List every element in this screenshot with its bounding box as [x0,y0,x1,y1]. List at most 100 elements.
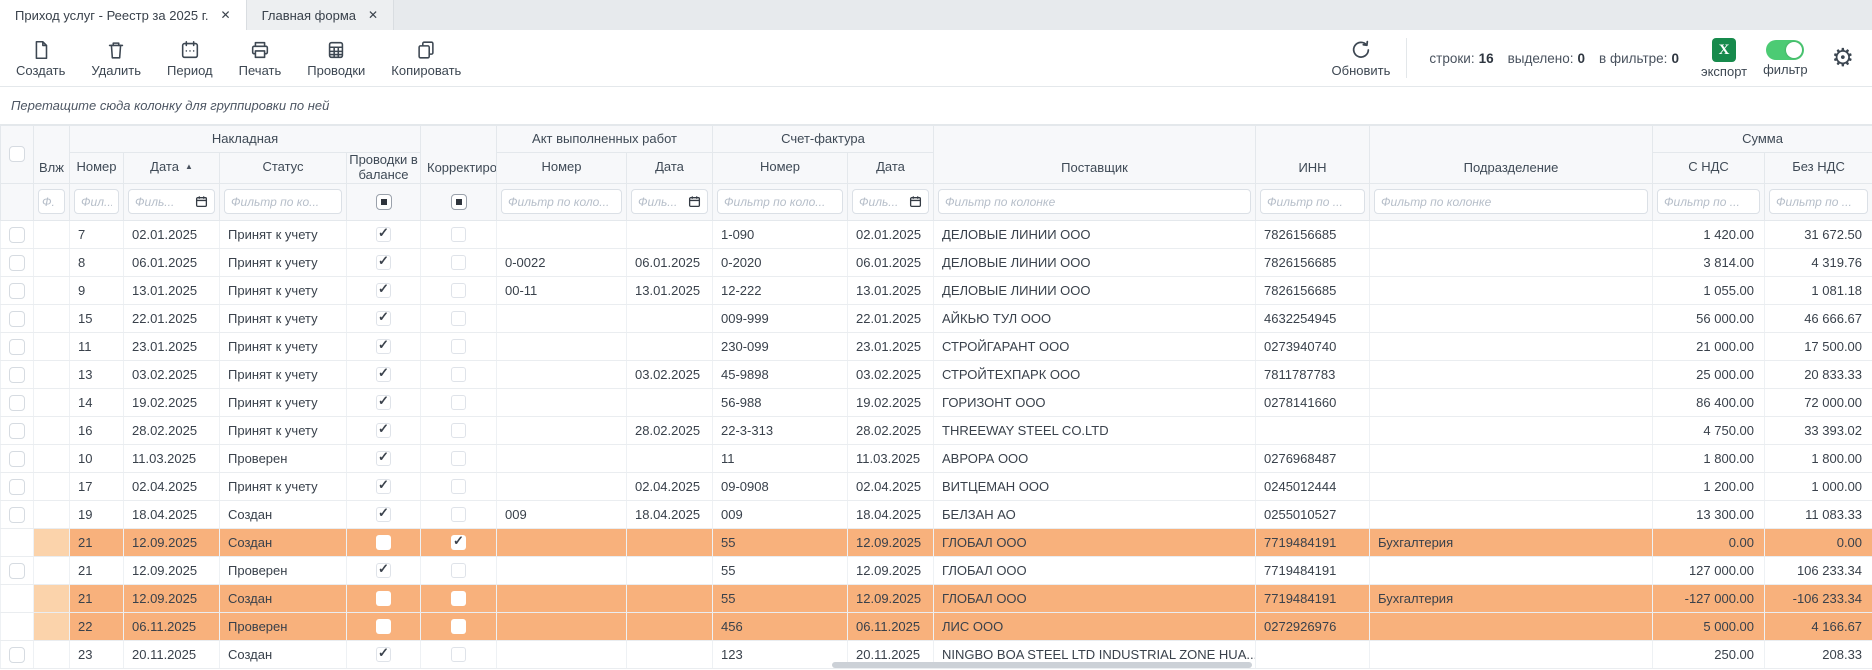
korrektirovka-checkbox[interactable] [451,423,466,439]
cell-korrektirovka[interactable] [420,388,497,417]
korrektirovka-checkbox[interactable] [451,227,466,243]
cell-provodki[interactable] [346,388,421,417]
cell-select[interactable] [0,360,34,389]
column-header-inn[interactable]: ИНН [1255,125,1371,184]
filter-korrektirovka-checkbox[interactable] [450,193,467,210]
table-row[interactable]: 22 06.11.2025 Проверен 456 06.11.2025 ЛИС ООО… [0,612,1872,641]
cell-provodki[interactable] [346,304,421,333]
provodki-checkbox[interactable] [376,477,391,495]
filter-vlozh[interactable] [38,189,65,215]
cell-korrektirovka[interactable] [420,472,497,501]
row-select-checkbox[interactable] [9,226,25,243]
korrektirovka-checkbox[interactable] [451,647,466,663]
filter-akt-nomer-input[interactable] [508,194,615,209]
cell-provodki[interactable] [346,556,421,585]
row-select-checkbox[interactable] [9,590,25,607]
cell-korrektirovka[interactable] [420,276,497,305]
provodki-checkbox[interactable] [376,449,391,467]
korrektirovka-checkbox[interactable] [451,507,466,523]
cell-korrektirovka[interactable] [420,444,497,473]
cell-korrektirovka[interactable] [420,640,497,669]
cell-provodki[interactable] [346,500,421,529]
korrektirovka-checkbox[interactable] [451,283,466,299]
cell-provodki[interactable] [346,416,421,445]
cell-korrektirovka[interactable] [420,528,497,557]
delete-button[interactable]: Удалить [91,39,141,77]
provodki-checkbox[interactable] [376,309,391,327]
provodki-checkbox[interactable] [376,505,391,523]
cell-select[interactable] [0,640,34,669]
filter-akt-nomer[interactable] [501,189,622,215]
korrektirovka-checkbox[interactable] [451,451,466,467]
filter-akt-data[interactable] [631,189,709,215]
close-icon[interactable]: ✕ [220,8,231,22]
cell-korrektirovka[interactable] [420,220,497,249]
create-button[interactable]: Создать [16,39,65,77]
filter-s-nds-input[interactable] [1664,194,1754,209]
column-header-akt-nomer[interactable]: Номер [496,152,627,184]
print-button[interactable]: Печать [239,39,281,77]
cell-provodki[interactable] [346,472,421,501]
provodki-checkbox[interactable] [376,393,391,411]
column-header-korrektirovka[interactable]: Корректировка [420,125,497,184]
cell-provodki[interactable] [346,248,421,277]
cell-korrektirovka[interactable] [420,584,497,613]
column-header-provodki[interactable]: Проводки в балансе [346,152,421,184]
filter-s-nds[interactable] [1657,189,1761,215]
korrektirovka-checkbox[interactable] [451,311,466,327]
column-header-sf-nomer[interactable]: Номер [712,152,849,184]
cell-provodki[interactable] [346,612,421,641]
period-button[interactable]: Период [167,39,213,77]
select-all-checkbox[interactable] [9,146,25,163]
cell-select[interactable] [0,584,34,613]
filter-postavshchik-input[interactable] [945,194,1245,209]
row-select-checkbox[interactable] [9,506,25,523]
provodki-checkbox[interactable] [376,561,391,579]
filter-podrazdelenie[interactable] [1374,189,1649,215]
cell-select[interactable] [0,304,34,333]
row-select-checkbox[interactable] [9,422,25,439]
korrektirovka-checkbox[interactable] [451,255,466,271]
column-header-akt-data[interactable]: Дата [625,152,714,184]
filter-bez-nds-input[interactable] [1776,194,1862,209]
cell-select[interactable] [0,220,34,249]
korrektirovka-checkbox[interactable] [451,563,466,579]
row-select-checkbox[interactable] [9,534,25,551]
cell-korrektirovka[interactable] [420,500,497,529]
filter-sf-data-input[interactable] [859,194,908,209]
filter-inn[interactable] [1260,189,1366,215]
provodki-checkbox[interactable] [376,225,391,243]
cell-select[interactable] [0,528,34,557]
provodki-checkbox[interactable] [376,253,391,271]
toggle-on-icon[interactable] [1766,40,1805,60]
cell-korrektirovka[interactable] [420,612,497,641]
cell-select[interactable] [0,556,34,585]
provodki-checkbox[interactable] [376,591,391,607]
tab-glavnaya-forma[interactable]: Главная форма ✕ [246,0,395,30]
column-header-bez-nds[interactable]: Без НДС [1764,152,1872,184]
provodki-checkbox[interactable] [376,421,391,439]
filter-sf-nomer[interactable] [717,189,844,215]
filter-sf-data[interactable] [852,189,930,215]
filter-nomer[interactable] [74,189,119,215]
filter-bez-nds[interactable] [1769,189,1869,215]
provodki-checkbox[interactable] [376,535,391,551]
cell-select[interactable] [0,332,34,361]
korrektirovka-checkbox[interactable] [451,591,466,607]
cell-select[interactable] [0,416,34,445]
row-select-checkbox[interactable] [9,646,25,663]
korrektirovka-checkbox[interactable] [451,339,466,355]
column-header-nomer[interactable]: Номер [69,152,124,184]
filter-data[interactable] [128,189,215,215]
row-select-checkbox[interactable] [9,478,25,495]
cell-korrektirovka[interactable] [420,248,497,277]
